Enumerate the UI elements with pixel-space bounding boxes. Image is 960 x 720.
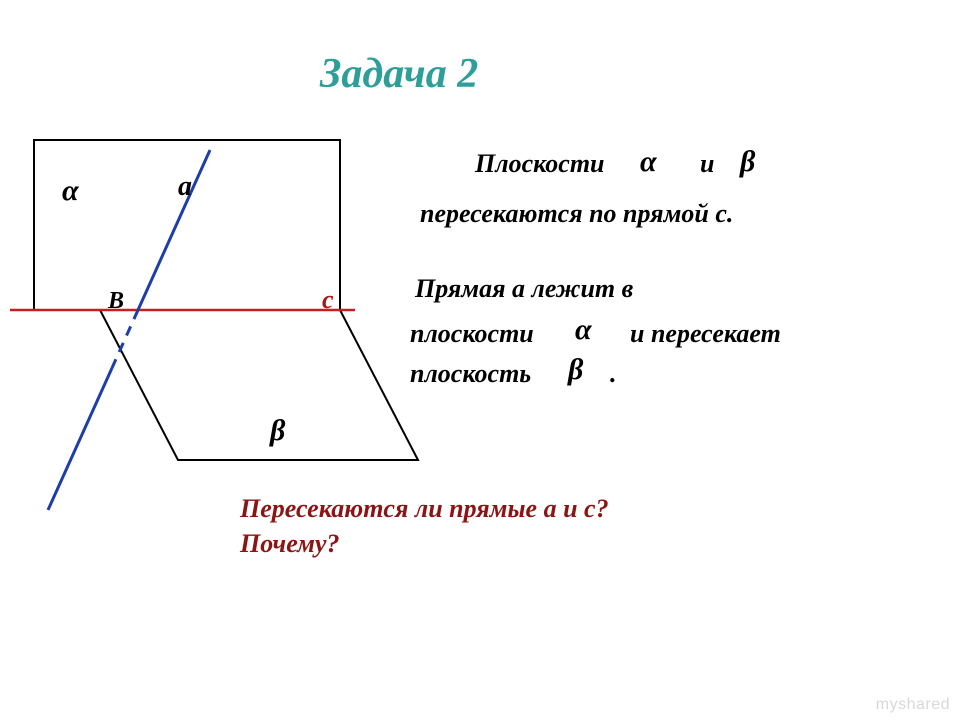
plane-alpha-rect: [34, 140, 340, 310]
text-line4b: и пересекает: [630, 319, 781, 349]
line-a-bottom: [48, 368, 112, 510]
text-line5b: .: [610, 359, 617, 389]
text-line1-beta: β: [740, 145, 755, 179]
text-line4-alpha: α: [575, 313, 592, 347]
label-alpha: α: [62, 174, 79, 207]
text-line5-beta: β: [568, 353, 583, 387]
text-line5a: плоскость: [410, 359, 531, 389]
text-line2: пересекаются по прямой с.: [420, 199, 733, 229]
label-c: c: [322, 285, 334, 314]
text-line1b: и: [700, 149, 714, 179]
label-a: a: [178, 171, 192, 202]
question-line1: Пересекаются ли прямые а и с?: [240, 494, 609, 524]
text-line1a: Плоскости: [475, 149, 605, 179]
watermark-text: myshared: [876, 696, 950, 714]
text-line1-alpha: α: [640, 145, 657, 179]
line-a-top: [138, 150, 210, 310]
label-beta: β: [269, 414, 286, 447]
question-line2: Почему?: [240, 529, 339, 559]
label-B: B: [107, 288, 124, 314]
plane-beta-parallelogram: [100, 310, 418, 460]
text-line3: Прямая а лежит в: [415, 274, 633, 304]
text-line4a: плоскости: [410, 319, 534, 349]
